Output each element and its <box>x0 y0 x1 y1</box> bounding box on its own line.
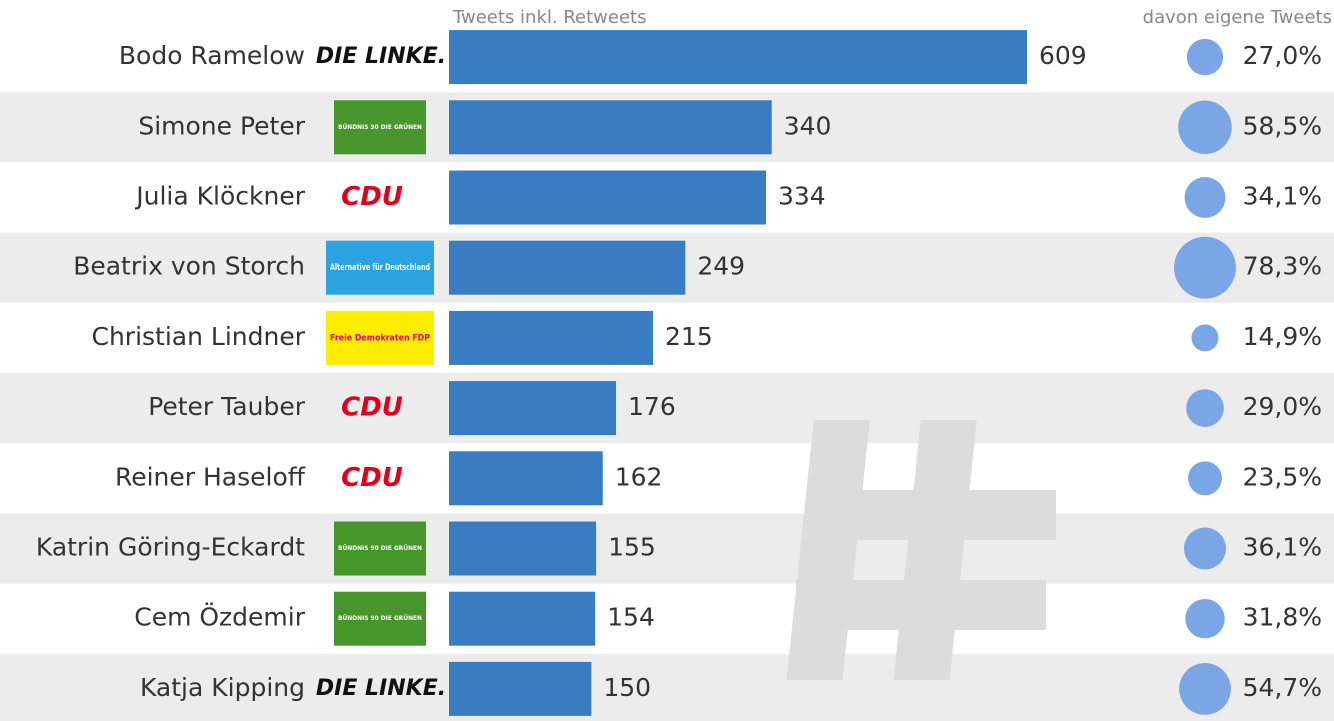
bubble-value-label: 31,8% <box>1243 603 1322 632</box>
legend-bubbles: davon eigene Tweets <box>1143 7 1332 28</box>
bubble <box>1184 177 1226 218</box>
party-logo-box <box>326 240 434 295</box>
bar <box>449 240 686 295</box>
party-logo: Freie Demokraten FDP <box>330 333 430 343</box>
bar <box>449 310 654 365</box>
bar <box>449 451 603 506</box>
bubble-value-label: 78,3% <box>1243 252 1322 281</box>
bubble-value-label: 27,0% <box>1243 41 1322 70</box>
bar-value-label: 609 <box>1039 41 1087 70</box>
bar <box>449 30 1027 85</box>
bar-value-label: 162 <box>615 462 663 491</box>
bar <box>449 100 772 155</box>
bar-value-label: 150 <box>603 673 651 702</box>
party-logo: BÜNDNIS 90 DIE GRÜNEN <box>338 615 422 622</box>
legend-bars: Tweets inkl. Retweets <box>452 7 646 28</box>
bar <box>449 170 766 225</box>
bubble <box>1178 100 1232 155</box>
bubble-value-label: 36,1% <box>1243 533 1322 562</box>
row-band <box>0 373 1334 444</box>
party-logo: Alternative für Deutschland <box>330 263 430 273</box>
bubble <box>1185 598 1225 639</box>
category-label: Katrin Göring-Eckardt <box>36 533 305 562</box>
party-logo-box <box>334 521 426 576</box>
hash-watermark <box>786 420 1056 680</box>
bar <box>449 661 592 716</box>
party-logo: BÜNDNIS 90 DIE GRÜNEN <box>338 545 422 552</box>
bubble <box>1188 461 1222 496</box>
bar <box>449 591 596 646</box>
category-label: Christian Lindner <box>91 322 305 351</box>
bar-value-label: 176 <box>628 392 676 421</box>
bubble-value-label: 34,1% <box>1243 182 1322 211</box>
bubble <box>1191 324 1219 352</box>
bubble <box>1183 527 1227 570</box>
party-logo: CDU <box>341 393 403 423</box>
bar-value-label: 249 <box>697 252 745 281</box>
bubble-value-label: 23,5% <box>1243 462 1322 491</box>
bubble <box>1179 663 1231 715</box>
bar-value-label: 340 <box>784 111 832 140</box>
category-label: Reiner Haseloff <box>115 462 306 491</box>
party-logo-box <box>334 591 426 646</box>
bubble <box>1174 236 1236 299</box>
row-band <box>0 653 1334 721</box>
party-logo: CDU <box>341 463 403 493</box>
category-label: Beatrix von Storch <box>73 252 305 281</box>
row-band <box>0 513 1334 584</box>
bar <box>449 381 617 436</box>
category-label: Cem Özdemir <box>134 603 305 632</box>
bubble <box>1186 38 1224 76</box>
party-logo-box <box>334 100 426 155</box>
bar-value-label: 155 <box>608 533 656 562</box>
category-label: Peter Tauber <box>148 392 306 421</box>
bubble-value-label: 14,9% <box>1243 322 1322 351</box>
bar <box>449 521 597 576</box>
bubble-value-label: 58,5% <box>1243 111 1322 140</box>
party-logo-box <box>326 310 434 365</box>
category-label: Katja Kipping <box>140 673 305 702</box>
bar-value-label: 334 <box>778 182 826 211</box>
bar-value-label: 154 <box>607 603 655 632</box>
category-label: Julia Klöckner <box>134 182 305 211</box>
bubble <box>1186 389 1224 427</box>
party-logo: DIE LINKE. <box>316 44 446 69</box>
bubble-value-label: 29,0% <box>1243 392 1322 421</box>
bubble-value-label: 54,7% <box>1243 673 1322 702</box>
bar-value-label: 215 <box>665 322 713 351</box>
category-label: Simone Peter <box>138 111 305 140</box>
party-logo: BÜNDNIS 90 DIE GRÜNEN <box>338 124 422 131</box>
party-logo: DIE LINKE. <box>316 676 446 701</box>
category-label: Bodo Ramelow <box>119 41 305 70</box>
party-logo: CDU <box>341 182 403 212</box>
